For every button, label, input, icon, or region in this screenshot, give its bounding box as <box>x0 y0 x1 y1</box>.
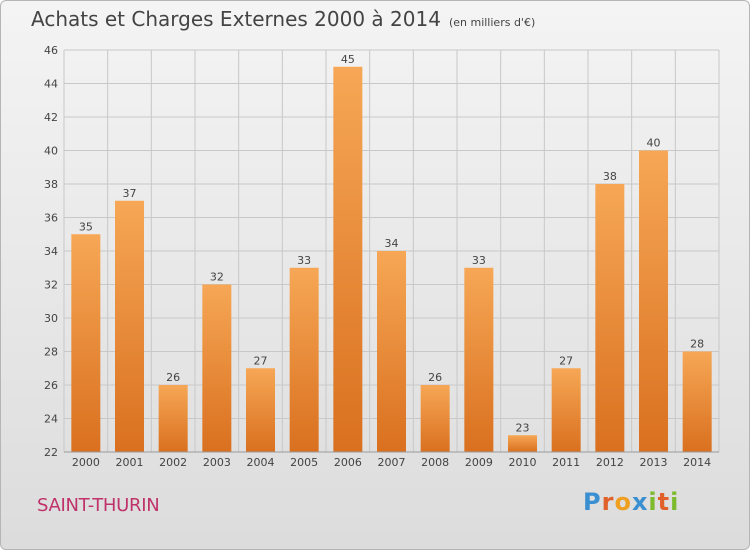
data-label: 35 <box>79 220 93 233</box>
y-tick-label: 30 <box>44 312 58 325</box>
y-tick-label: 40 <box>44 145 58 158</box>
bar <box>682 351 712 452</box>
bar <box>595 184 625 452</box>
data-label: 28 <box>690 338 704 351</box>
x-tick-label: 2004 <box>247 456 275 469</box>
y-tick-label: 34 <box>44 245 58 258</box>
data-label: 26 <box>428 371 442 384</box>
data-label: 26 <box>166 371 180 384</box>
chart-title: Achats et Charges Externes 2000 à 2014 (e… <box>31 7 535 31</box>
commune-name: SAINT-THURIN <box>37 495 160 516</box>
proxiti-logo[interactable]: Proxiti <box>583 488 679 516</box>
bar <box>289 267 319 452</box>
x-tick-label: 2012 <box>596 456 624 469</box>
logo-letter: i <box>648 488 658 516</box>
y-tick-label: 28 <box>44 346 58 359</box>
logo-letter: i <box>670 488 680 516</box>
bar <box>158 385 188 452</box>
bar <box>639 150 668 452</box>
y-tick-label: 42 <box>44 111 58 124</box>
chart-title-text: Achats et Charges Externes 2000 à 2014 <box>31 7 441 31</box>
x-tick-label: 2000 <box>72 456 100 469</box>
data-label: 40 <box>647 137 661 150</box>
logo-letter: P <box>583 488 602 516</box>
logo-letter: r <box>601 488 615 516</box>
x-tick-label: 2003 <box>203 456 231 469</box>
data-label: 33 <box>297 254 311 267</box>
data-label: 45 <box>341 53 355 66</box>
bar <box>115 200 144 452</box>
data-label: 37 <box>123 187 137 200</box>
logo-letter: t <box>657 488 671 516</box>
y-tick-label: 22 <box>44 446 58 459</box>
data-label: 27 <box>559 354 573 367</box>
y-tick-label: 26 <box>44 379 58 392</box>
unit-label: (en milliers d'€) <box>448 16 536 29</box>
y-tick-label: 36 <box>44 212 58 225</box>
y-tick-label: 44 <box>44 78 58 91</box>
x-tick-label: 2006 <box>334 456 362 469</box>
x-tick-label: 2014 <box>683 456 711 469</box>
y-tick-label: 32 <box>44 279 58 292</box>
y-tick-label: 38 <box>44 178 58 191</box>
bar <box>377 251 406 452</box>
data-label: 32 <box>210 271 224 284</box>
data-label: 33 <box>472 254 486 267</box>
bar <box>464 267 494 452</box>
logo-letter: x <box>631 488 649 516</box>
x-tick-label: 2001 <box>116 456 144 469</box>
data-label: 38 <box>603 170 617 183</box>
bar <box>333 66 363 452</box>
bar <box>420 385 450 452</box>
x-tick-label: 2008 <box>421 456 449 469</box>
bar <box>551 368 581 452</box>
bar <box>508 435 537 452</box>
x-tick-label: 2002 <box>159 456 187 469</box>
y-tick-label: 24 <box>44 413 58 426</box>
x-tick-label: 2007 <box>378 456 406 469</box>
bar <box>246 368 275 452</box>
logo-letter: o <box>614 488 632 516</box>
bars-layer <box>71 66 712 452</box>
bar <box>202 284 232 452</box>
x-tick-label: 2009 <box>465 456 493 469</box>
data-label: 23 <box>516 421 530 434</box>
data-label: 27 <box>254 354 268 367</box>
data-label: 34 <box>385 237 399 250</box>
x-tick-label: 2011 <box>552 456 580 469</box>
axis-layer: 22 24 26 28 30 32 34 36 38 40 42 44 46 35 2000 37 2001 26… <box>44 44 719 469</box>
y-tick-label: 46 <box>44 44 58 57</box>
x-tick-label: 2005 <box>290 456 318 469</box>
x-tick-label: 2010 <box>509 456 537 469</box>
bar <box>71 234 101 452</box>
x-tick-label: 2013 <box>640 456 668 469</box>
